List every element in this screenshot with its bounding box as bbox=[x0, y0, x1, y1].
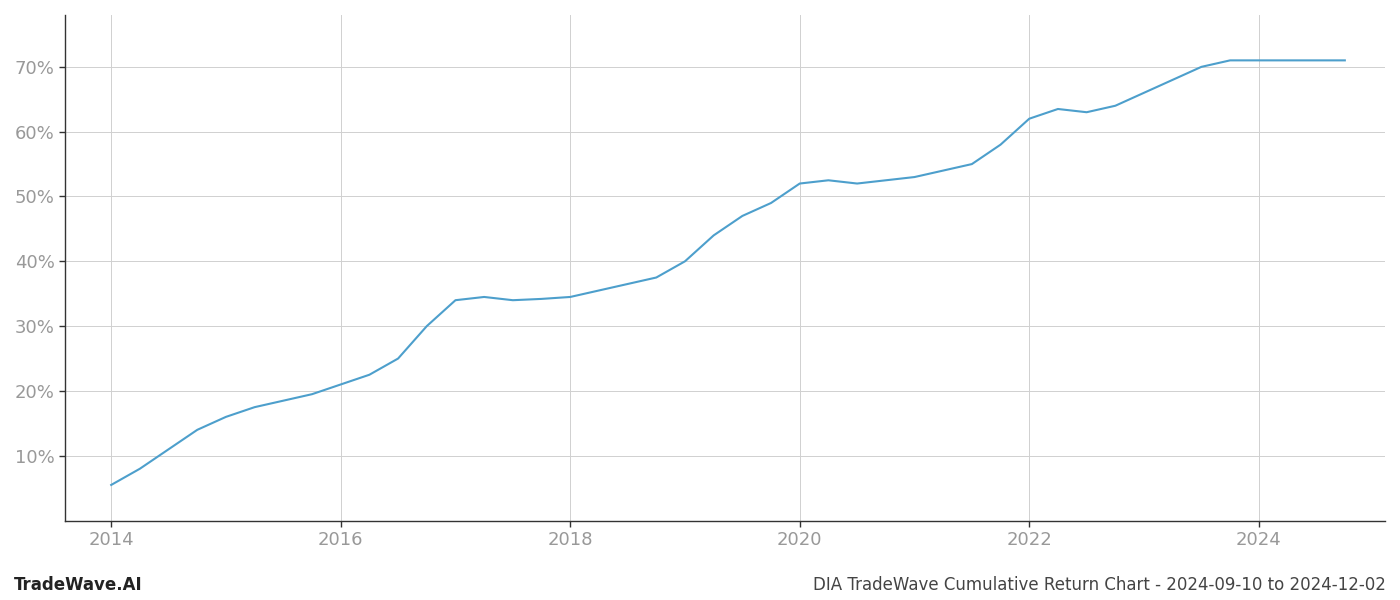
Text: TradeWave.AI: TradeWave.AI bbox=[14, 576, 143, 594]
Text: DIA TradeWave Cumulative Return Chart - 2024-09-10 to 2024-12-02: DIA TradeWave Cumulative Return Chart - … bbox=[813, 576, 1386, 594]
